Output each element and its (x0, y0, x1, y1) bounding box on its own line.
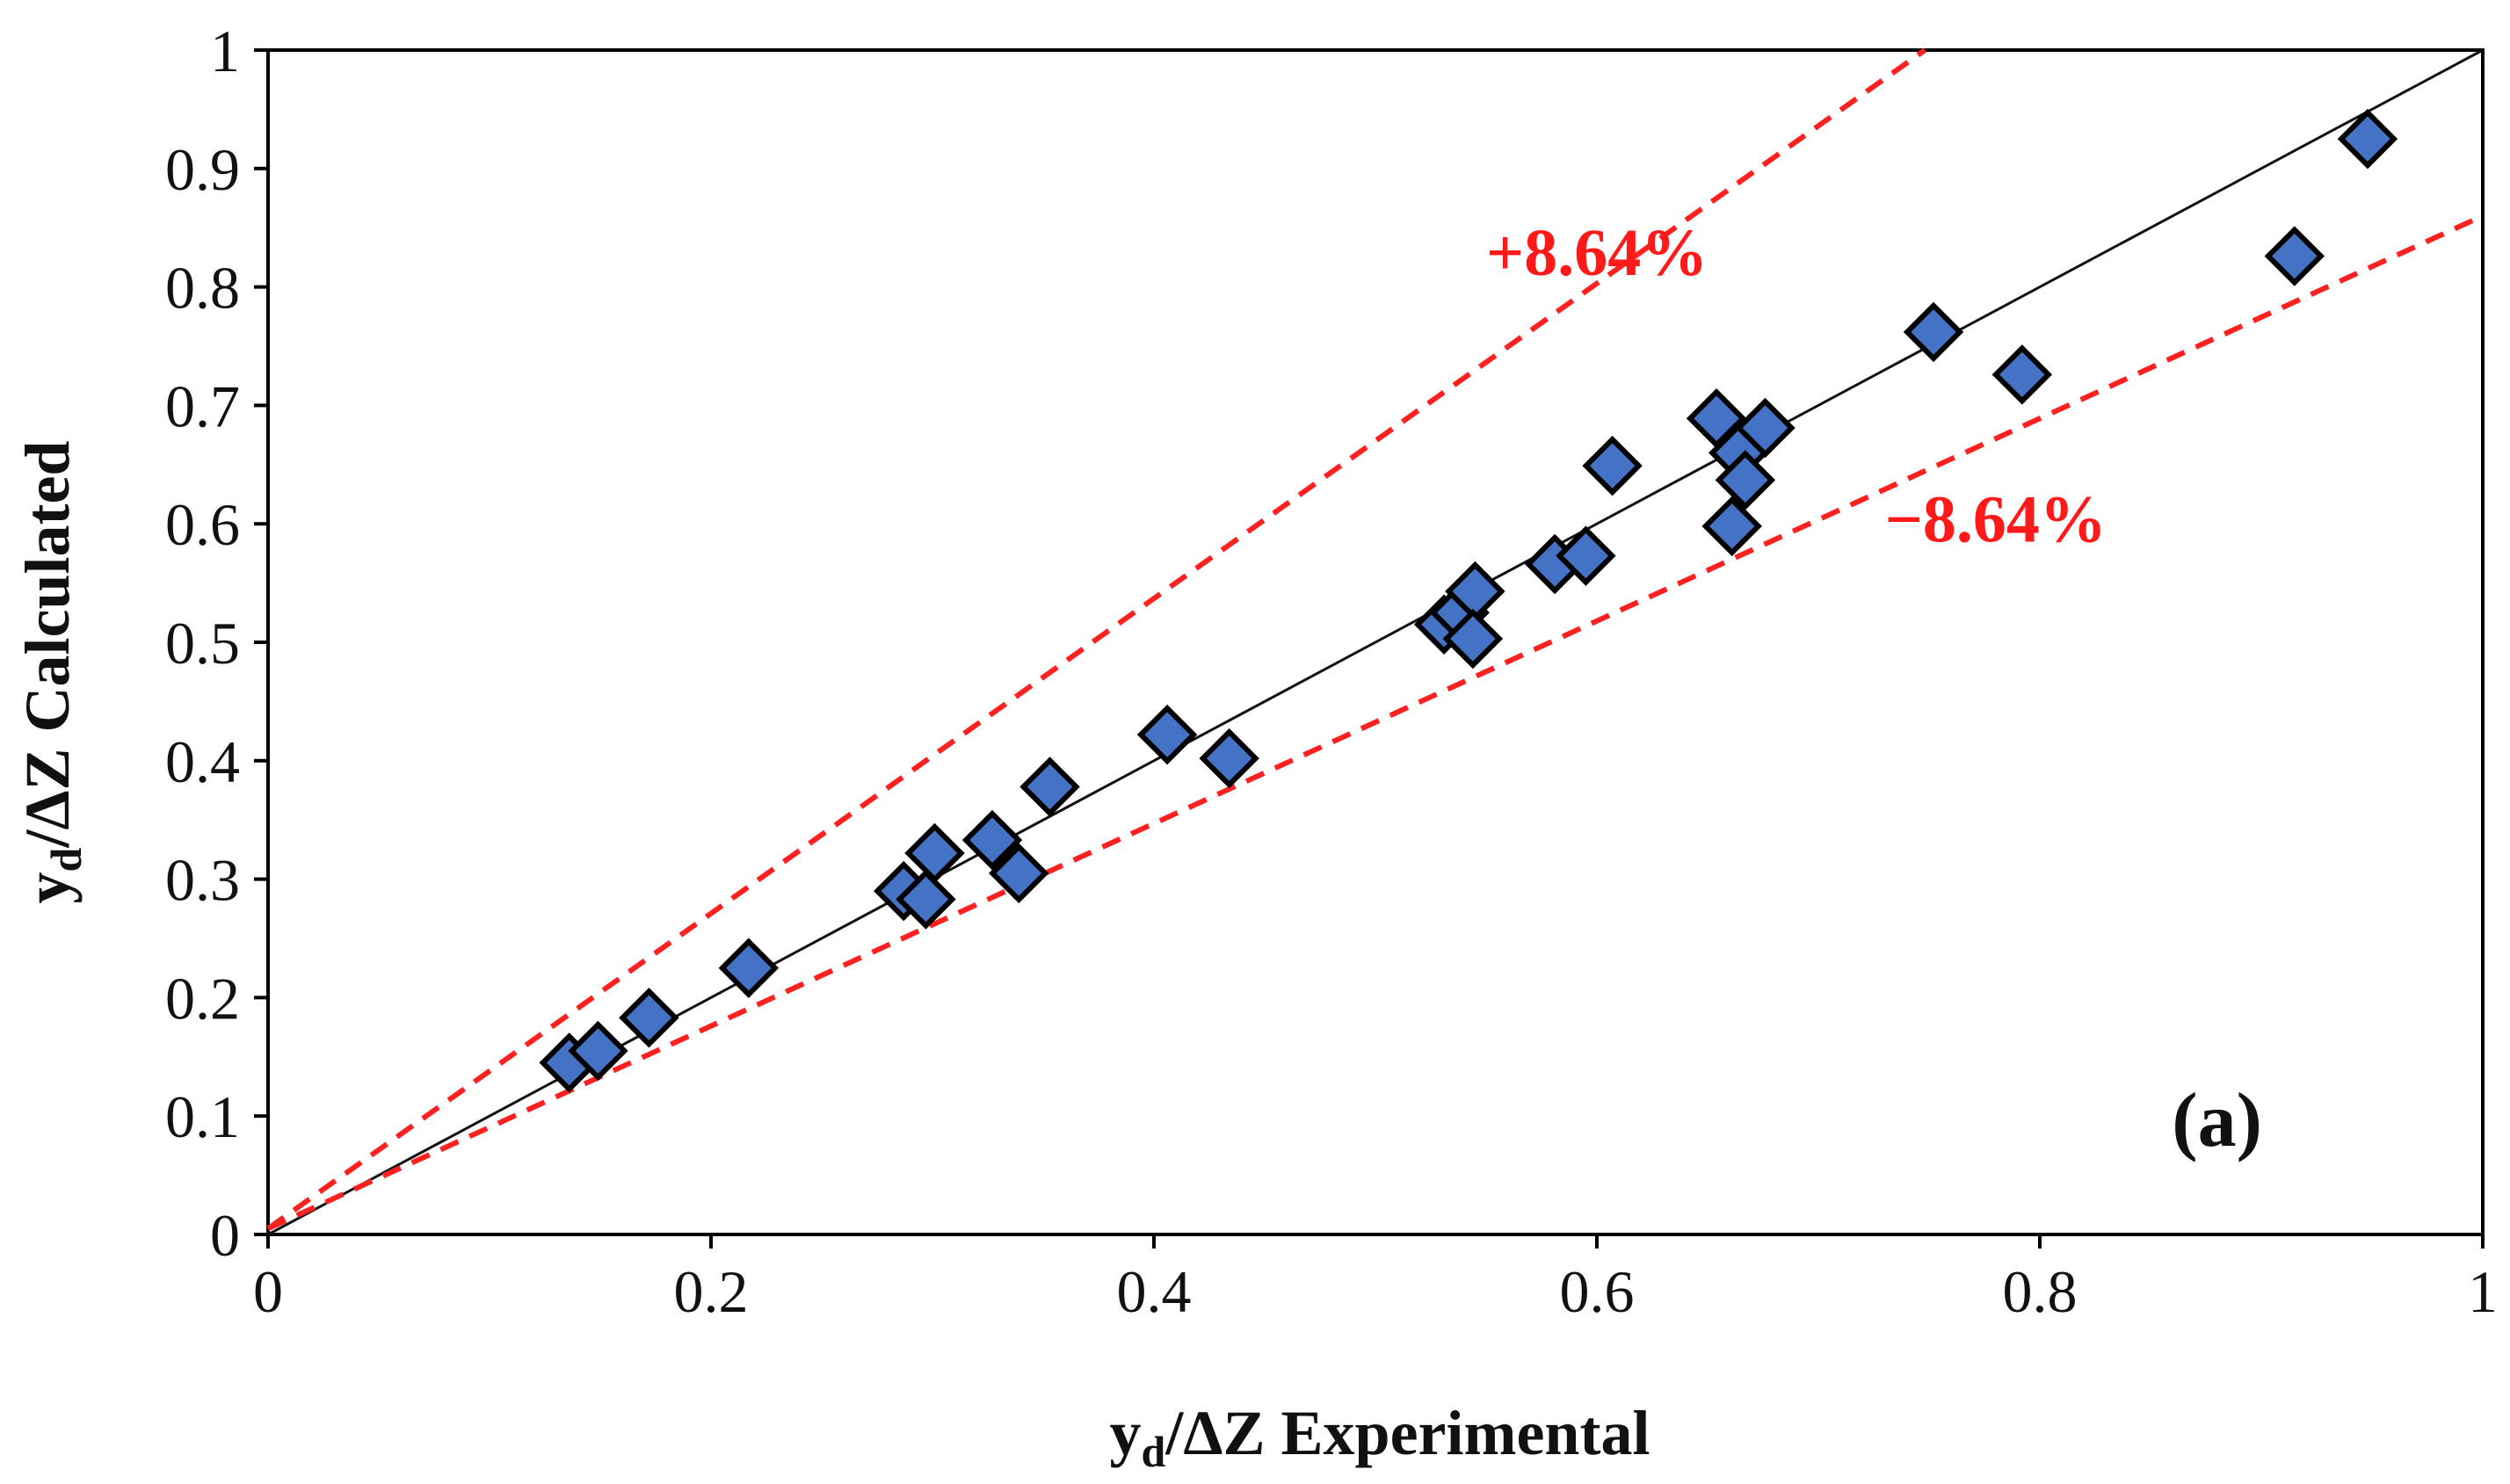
y-tick-label: 0.3 (165, 847, 240, 914)
data-point (619, 988, 679, 1048)
y-tick-label: 0.7 (165, 373, 240, 439)
x-tick-label: 0 (253, 1258, 283, 1325)
x-tick-label: 0.4 (1117, 1258, 1192, 1325)
y-tick-label: 0.5 (165, 610, 240, 677)
y-tick-label: 1 (210, 18, 240, 84)
reference-lines (266, 47, 2485, 1236)
data-point (1735, 397, 1795, 459)
lower-error-line (266, 213, 2485, 1231)
y-tick-label: 0.1 (165, 1083, 240, 1150)
data-point (1991, 344, 2053, 405)
data-point (1701, 496, 1762, 557)
upper-error-line (266, 47, 1927, 1231)
panel-label: (a) (2172, 1078, 2262, 1163)
data-point (568, 1020, 628, 1082)
data-point (1136, 704, 1198, 765)
data-point (718, 937, 780, 998)
upper-error-line-label: +8.64% (1486, 216, 1708, 290)
x-tick-label: 0.8 (2003, 1258, 2078, 1325)
data-point (1019, 756, 1080, 817)
data-point (1686, 387, 1747, 449)
data-point (961, 809, 1023, 871)
data-point (989, 843, 1049, 904)
data-points (539, 108, 2398, 1093)
y-tick-label: 0 (210, 1202, 240, 1269)
data-point (1903, 301, 1964, 363)
y-tick-label: 0.2 (165, 965, 240, 1032)
data-point (1582, 435, 1643, 496)
y-tick-label: 0.8 (165, 255, 240, 322)
data-point (1715, 450, 1776, 510)
data-point (1199, 728, 1259, 789)
x-tick-label: 0.2 (674, 1258, 749, 1325)
y-tick-label: 0.6 (165, 491, 240, 558)
data-point (1556, 525, 1616, 586)
y-tick-label: 0.9 (165, 136, 240, 203)
data-point (904, 822, 965, 884)
x-tick-label: 0.6 (1560, 1258, 1635, 1325)
data-point (2337, 108, 2398, 170)
data-point (2264, 226, 2325, 286)
y-tick-label: 0.4 (165, 728, 240, 795)
data-point (1442, 608, 1504, 670)
lower-error-line-label: −8.64% (1885, 482, 2107, 556)
one-to-one-line (267, 48, 2484, 1236)
axis-ticks: 0 0.2 0.4 0.6 0.8 1 0 0.1 0.2 0.3 0.4 0.5 0.6 0.7 0.8 0… (165, 18, 2498, 1325)
y-axis-title: yd/ΔZ Calculated (12, 441, 91, 904)
x-tick-label: 1 (2468, 1258, 2498, 1325)
data-point (896, 869, 956, 930)
x-axis-title: yd/ΔZ Experimental (1110, 1398, 1650, 1476)
